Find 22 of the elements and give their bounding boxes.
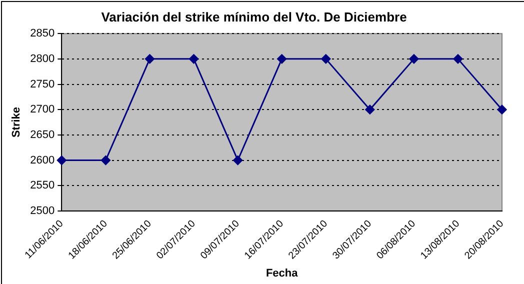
point (233, 156, 243, 166)
y-tick-label: 2700 (30, 104, 55, 116)
point (365, 104, 375, 114)
y-tick-label: 2500 (30, 204, 55, 217)
point (409, 54, 419, 64)
point (497, 104, 507, 114)
y-tick-label: 2550 (30, 180, 55, 192)
y-axis-title: Strike (10, 106, 23, 138)
y-tick-label: 2800 (30, 52, 55, 65)
point (453, 54, 463, 64)
y-tick-label: 2600 (30, 154, 55, 166)
point (56, 156, 66, 166)
point (100, 156, 110, 166)
x-axis-title: Fecha (266, 267, 299, 280)
y-tick-label: 2650 (30, 128, 55, 141)
point (321, 54, 331, 64)
point (189, 54, 199, 64)
y-tick-label: 2750 (30, 78, 55, 90)
chart-title: Variación del strike mínimo del Vto. De Diciembre (101, 9, 407, 24)
point (277, 54, 287, 64)
point (144, 54, 154, 64)
y-tick-label: 2850 (30, 28, 55, 40)
